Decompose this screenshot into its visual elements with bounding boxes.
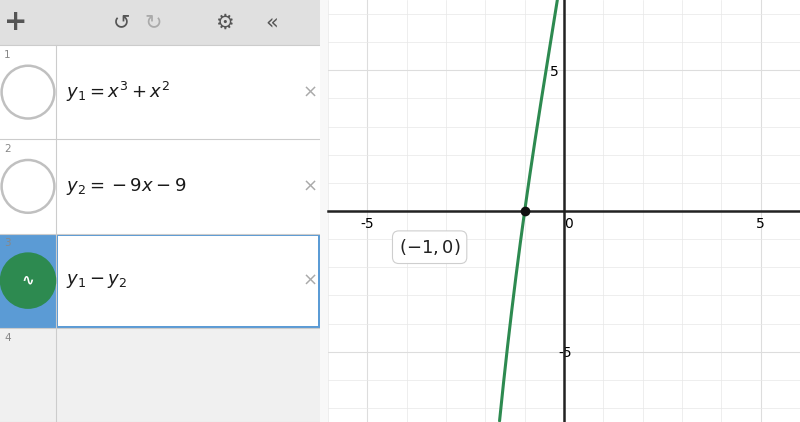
Bar <box>0 45 320 139</box>
Bar <box>58 235 318 326</box>
Text: +: + <box>4 8 28 36</box>
Text: 2: 2 <box>4 144 10 154</box>
Bar <box>0 328 320 422</box>
Text: ∿: ∿ <box>22 272 34 287</box>
Bar <box>0 233 320 328</box>
Circle shape <box>0 252 56 309</box>
Text: ↺: ↺ <box>113 13 130 32</box>
Text: 4: 4 <box>4 333 10 343</box>
Bar <box>0 139 320 233</box>
Text: $y_2 = -9x - 9$: $y_2 = -9x - 9$ <box>66 176 186 197</box>
Bar <box>0 0 320 45</box>
Text: $(-1, 0)$: $(-1, 0)$ <box>398 237 461 257</box>
Text: 3: 3 <box>4 238 10 249</box>
Text: ⚙: ⚙ <box>214 13 234 32</box>
Text: $y_1 = x^3 + x^2$: $y_1 = x^3 + x^2$ <box>66 80 170 104</box>
Text: ×: × <box>302 83 318 101</box>
Text: ↻: ↻ <box>145 13 162 32</box>
Text: «: « <box>266 13 278 32</box>
Text: ×: × <box>302 272 318 289</box>
Text: $y_1 - y_2$: $y_1 - y_2$ <box>66 272 127 289</box>
Text: 1: 1 <box>4 50 10 60</box>
Bar <box>0 45 320 422</box>
Text: ×: × <box>302 177 318 195</box>
